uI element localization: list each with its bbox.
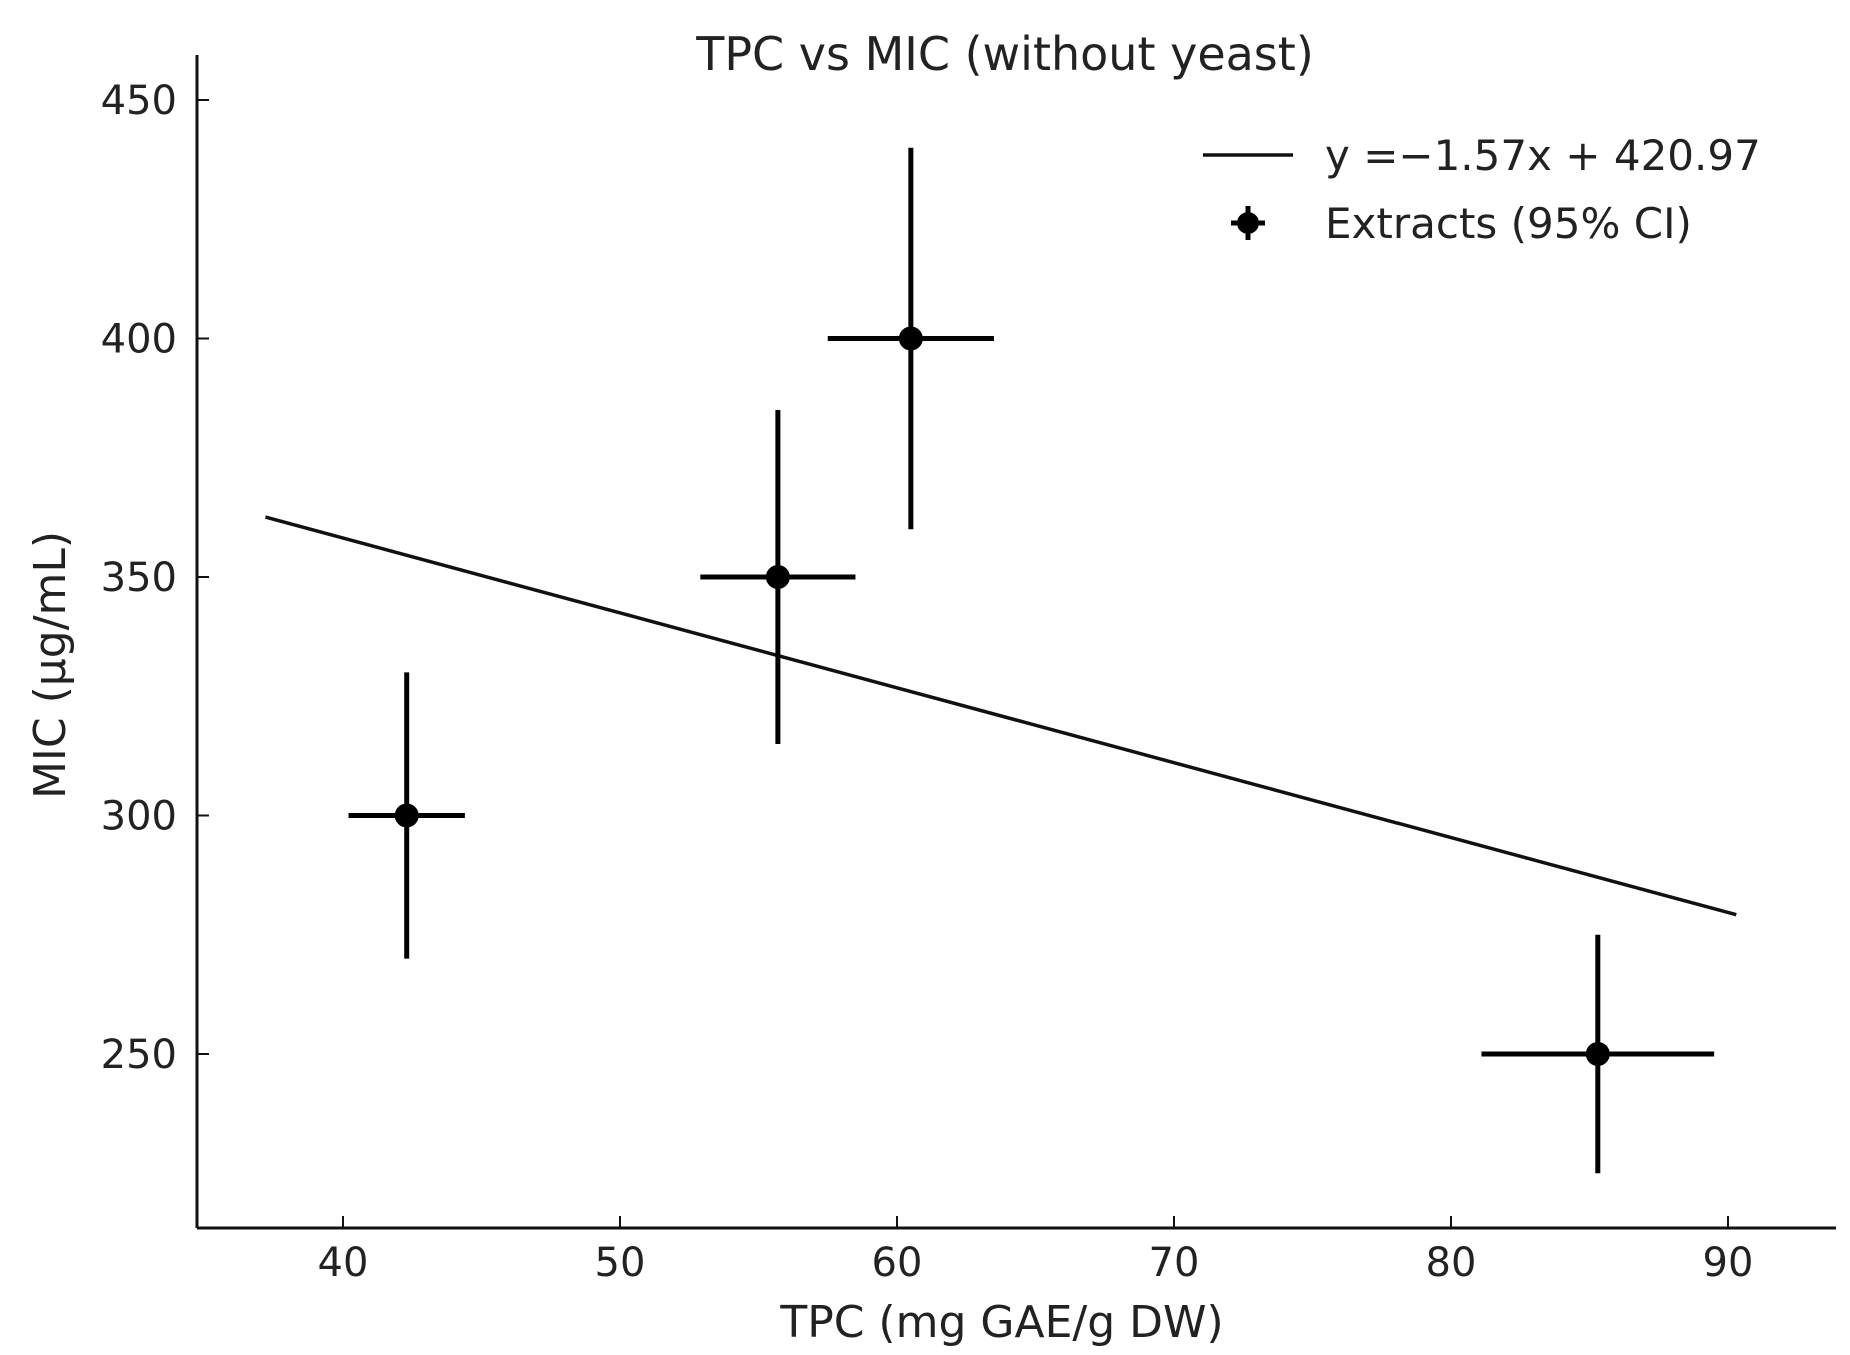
fit-line: [264, 515, 1737, 917]
data-point: [348, 672, 465, 959]
legend-marker-dot: [1237, 212, 1259, 234]
point-marker: [898, 326, 923, 351]
legend-label-points: Extracts (95% CI): [1325, 199, 1692, 248]
axis-ticks: 40 50 60 70 80 90 250 300 350 400 450: [101, 78, 1754, 1286]
x-tick-label: 50: [595, 1240, 646, 1286]
y-tick-label: 300: [101, 794, 177, 840]
x-tick-label: 70: [1149, 1240, 1200, 1286]
chart-title: TPC vs MIC (without yeast): [695, 27, 1314, 81]
axes: [195, 55, 1836, 1230]
errorbars-group: [348, 147, 1715, 1174]
data-point: [700, 410, 856, 744]
legend: y =−1.57x + 420.97 Extracts (95% CI): [1203, 131, 1761, 248]
y-tick-label: 350: [101, 555, 177, 601]
y-tick-label: 450: [101, 78, 177, 124]
x-tick-label: 80: [1426, 1240, 1477, 1286]
x-tick-label: 40: [318, 1240, 369, 1286]
point-marker: [394, 803, 419, 828]
data-point: [1481, 934, 1715, 1174]
fit-line-group: [264, 515, 1737, 917]
y-tick-label: 400: [101, 317, 177, 363]
y-tick-label: 250: [101, 1032, 177, 1078]
x-tick-label: 90: [1703, 1240, 1754, 1286]
x-tick-label: 60: [872, 1240, 923, 1286]
point-marker: [765, 565, 790, 589]
x-axis-label: TPC (mg GAE/g DW): [779, 1297, 1223, 1348]
y-axis-label: MIC (µg/mL): [25, 531, 76, 799]
legend-label-fit: y =−1.57x + 420.97: [1325, 131, 1761, 180]
data-point: [827, 147, 994, 530]
point-marker: [1585, 1042, 1610, 1066]
